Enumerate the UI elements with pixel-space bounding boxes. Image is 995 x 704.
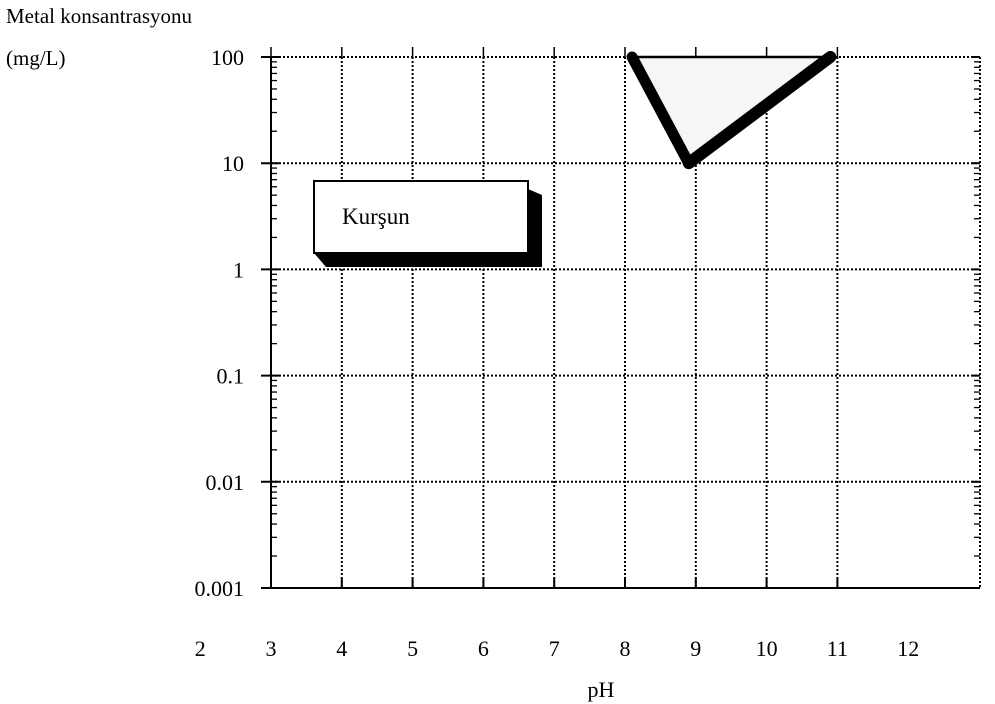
y-tick-label: 0.1 — [217, 364, 245, 389]
series-line-left — [626, 51, 695, 169]
annotation-label: Kurşun — [342, 204, 410, 229]
x-tick-label: 11 — [827, 636, 848, 661]
y-tick-label: 0.01 — [206, 470, 245, 495]
y-tick-label: 100 — [211, 45, 244, 70]
x-tick-label: 3 — [266, 636, 277, 661]
x-tick-label: 12 — [897, 636, 919, 661]
x-tick-label: 10 — [756, 636, 778, 661]
annotation-shadow — [314, 189, 542, 267]
x-tick-label: 6 — [478, 636, 489, 661]
x-axis-title: pH — [588, 677, 615, 702]
x-tick-label: 2 — [195, 636, 206, 661]
x-tick-label: 8 — [620, 636, 631, 661]
y-tick-label: 0.001 — [195, 576, 245, 601]
series-line-right — [682, 51, 837, 170]
annotation-box — [313, 180, 529, 254]
x-tick-label: 7 — [549, 636, 560, 661]
x-tick-label: 9 — [690, 636, 701, 661]
y-axis-label-line-1: Metal konsantrasyonu — [6, 4, 193, 28]
x-tick-label: 5 — [407, 636, 418, 661]
y-tick-label: 10 — [222, 151, 244, 176]
y-tick-label: 1 — [233, 257, 244, 282]
y-axis-label-line-2: (mg/L) — [6, 46, 66, 70]
x-tick-label: 4 — [336, 636, 347, 661]
series-region-fill — [632, 57, 831, 164]
